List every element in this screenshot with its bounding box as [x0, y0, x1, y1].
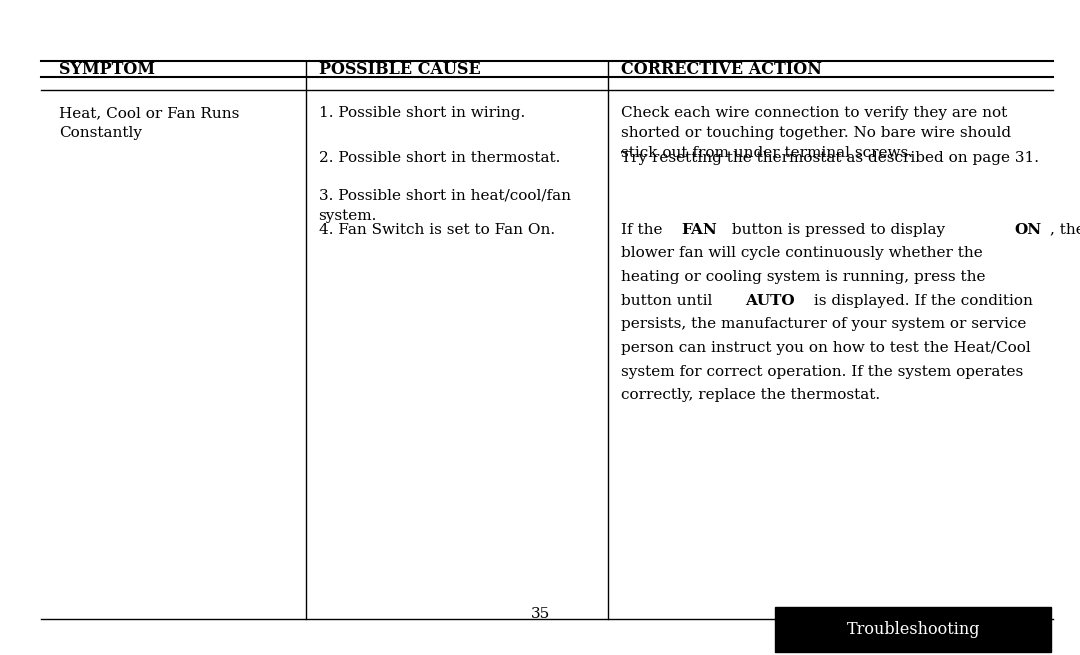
Text: CORRECTIVE ACTION: CORRECTIVE ACTION [621, 61, 822, 77]
Text: 2. Possible short in thermostat.: 2. Possible short in thermostat. [319, 151, 559, 164]
Text: SYMPTOM: SYMPTOM [59, 61, 156, 77]
Text: , the: , the [1050, 223, 1080, 236]
Text: 1. Possible short in wiring.: 1. Possible short in wiring. [319, 106, 525, 120]
Text: 4. Fan Switch is set to Fan On.: 4. Fan Switch is set to Fan On. [319, 223, 555, 236]
Text: is displayed. If the condition: is displayed. If the condition [809, 293, 1034, 308]
Text: correctly, replace the thermostat.: correctly, replace the thermostat. [621, 388, 880, 402]
Text: Check each wire connection to verify they are not
shorted or touching together. : Check each wire connection to verify the… [621, 106, 1011, 160]
Text: AUTO: AUTO [745, 293, 795, 308]
Text: 3. Possible short in heat/cool/fan
system.: 3. Possible short in heat/cool/fan syste… [319, 189, 570, 223]
Text: person can instruct you on how to test the Heat/Cool: person can instruct you on how to test t… [621, 341, 1030, 355]
Text: If the: If the [621, 223, 667, 236]
Text: persists, the manufacturer of your system or service: persists, the manufacturer of your syste… [621, 318, 1026, 331]
Text: Troubleshooting: Troubleshooting [847, 621, 980, 638]
Text: POSSIBLE CAUSE: POSSIBLE CAUSE [319, 61, 481, 77]
Text: button is pressed to display: button is pressed to display [727, 223, 950, 236]
Text: heating or cooling system is running, press the: heating or cooling system is running, pr… [621, 270, 990, 284]
Text: system for correct operation. If the system operates: system for correct operation. If the sys… [621, 365, 1023, 379]
Text: ON: ON [1015, 223, 1042, 236]
Text: Heat, Cool or Fan Runs
Constantly: Heat, Cool or Fan Runs Constantly [59, 106, 240, 140]
Text: button until: button until [621, 293, 717, 308]
Text: Try resetting the thermostat as described on page 31.: Try resetting the thermostat as describe… [621, 151, 1039, 164]
Text: 35: 35 [530, 607, 550, 622]
Text: blower fan will cycle continuously whether the: blower fan will cycle continuously wheth… [621, 246, 983, 261]
Text: FAN: FAN [680, 223, 717, 236]
